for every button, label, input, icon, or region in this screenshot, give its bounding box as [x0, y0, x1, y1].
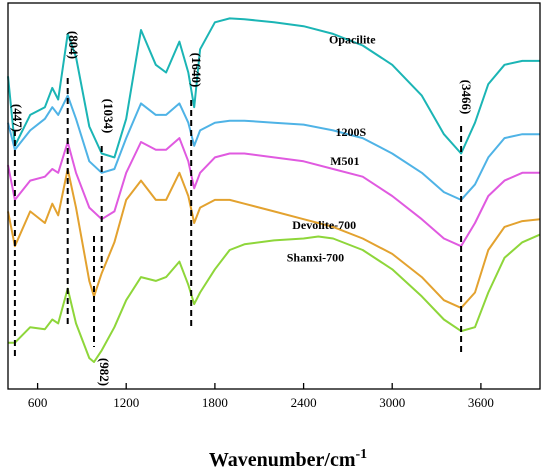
peak-label-447: (447) — [10, 104, 25, 132]
x-tick-label-3000: 3000 — [379, 395, 405, 410]
x-axis-title-text: Wavenumber/cm — [209, 449, 356, 471]
x-tick-layer: 600 1200 1800 2400 3000 3600 — [28, 383, 494, 410]
series-line-opacilite — [7, 17, 540, 159]
series-line-devolite-700 — [7, 168, 541, 309]
x-axis-title: Wavenumber/cm-1 — [209, 447, 367, 471]
x-axis-title-superscript: -1 — [355, 447, 367, 462]
peak-label-982: (982) — [97, 358, 112, 386]
peak-label-804: (804) — [66, 31, 81, 59]
peak-label-1640: (1640) — [189, 53, 204, 88]
x-tick-label-3600: 3600 — [468, 395, 494, 410]
x-tick-label-1200: 1200 — [113, 395, 139, 410]
peak-label-1034: (1034) — [101, 99, 116, 134]
series-label-1200s: 1200S — [335, 125, 366, 139]
series-line-1200s — [7, 94, 540, 201]
peak-label-3466: (3466) — [459, 80, 474, 115]
series-label-devolite-700: Devolite-700 — [292, 218, 356, 232]
series-label-opacilite: Opacilite — [329, 33, 376, 47]
series-label-m501: M501 — [330, 154, 359, 168]
x-tick-label-1800: 1800 — [202, 395, 228, 410]
series-line-m501 — [7, 137, 540, 248]
peak-layer: (447) (804) (982) (1034) (1640) (3466) — [10, 31, 474, 386]
series-label-layer: Opacilite 1200S M501 Devolite-700 Shanxi-700 — [287, 33, 377, 265]
x-tick-label-600: 600 — [28, 395, 48, 410]
plot-frame — [7, 2, 541, 390]
series-label-shanxi-700: Shanxi-700 — [287, 251, 344, 265]
x-tick-label-2400: 2400 — [291, 395, 317, 410]
